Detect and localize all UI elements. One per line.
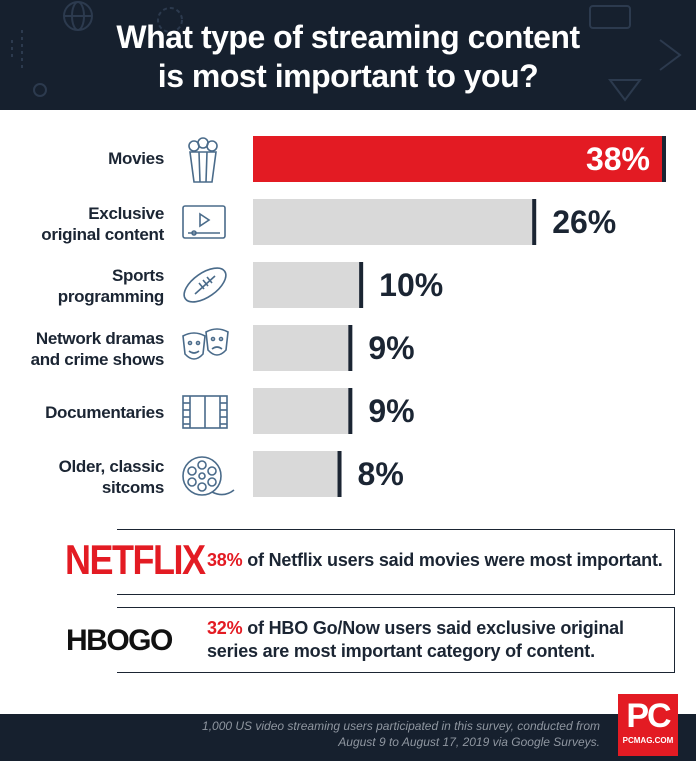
header-decoration: [11, 1, 682, 102]
footer-note: 1,000 US video streaming users participa…: [200, 718, 600, 750]
pcmag-logo-domain: PCMAG.COM: [622, 736, 674, 745]
football-icon: [183, 267, 227, 303]
bar-end-marker-sitcoms: [337, 451, 342, 497]
popcorn-icon: [188, 137, 218, 183]
pcmag-logo-mark: PC: [626, 697, 671, 735]
bar-documentaries: [253, 388, 351, 434]
category-label-exclusive: Exclusive original content: [18, 203, 164, 245]
video-player-icon: [182, 205, 226, 239]
title-line-1: What type of streaming content: [116, 19, 580, 55]
category-label-sitcoms: Older, classic sitcoms: [18, 456, 165, 498]
category-label-sports: Sports programming: [18, 265, 165, 307]
theater-masks-icon: [182, 328, 229, 360]
film-strip-icon: [182, 395, 228, 429]
hbo-callout-line-1: of HBO Go/Now users said exclusive origi…: [242, 618, 624, 638]
label-line: Network dramas: [35, 329, 164, 348]
category-label-dramas: Network dramas and crime shows: [18, 328, 165, 370]
label-line: Sports: [111, 266, 164, 285]
value-label-dramas: 9%: [368, 330, 414, 366]
bar-movies: [253, 136, 664, 182]
label-line: original content: [41, 225, 164, 244]
bar-end-marker-sports: [359, 262, 364, 308]
footer-line-2: August 9 to August 17, 2019 via Google S…: [338, 735, 600, 749]
hbo-callout-percent: 32%: [207, 618, 243, 638]
value-label-exclusive: 26%: [552, 204, 616, 240]
footer-line-1: 1,000 US video streaming users participa…: [202, 719, 600, 733]
label-line: Older, classic: [58, 457, 165, 476]
bar-exclusive: [253, 199, 535, 245]
netflix-callout: 38% of Netflix users said movies were mo…: [117, 529, 675, 595]
title-line-2: is most important to you?: [157, 58, 539, 94]
category-label-documentaries: Documentaries: [18, 402, 164, 423]
category-label-movies: Movies: [18, 148, 164, 169]
netflix-callout-text: 38% of Netflix users said movies were mo…: [207, 549, 663, 572]
hbo-callout-line-2: series are most important category of co…: [207, 641, 595, 661]
bar-dramas: [253, 325, 351, 371]
bar-end-marker-documentaries: [348, 388, 353, 434]
bar-end-marker-exclusive: [532, 199, 537, 245]
label-line: Movies: [108, 149, 164, 168]
header-band: What type of streaming content is most i…: [0, 0, 696, 110]
hbo-callout: 32% of HBO Go/Now users said exclusive o…: [117, 607, 675, 673]
hbo-callout-text: 32% of HBO Go/Now users said exclusive o…: [207, 617, 624, 663]
hbo-go-logo: HBOGO: [66, 624, 173, 657]
value-label-movies: 38%: [586, 141, 650, 177]
netflix-callout-percent: 38%: [207, 550, 243, 570]
value-label-sitcoms: 8%: [358, 456, 404, 492]
label-line: sitcoms: [101, 478, 164, 497]
label-line: Documentaries: [45, 403, 164, 422]
bar-sports: [253, 262, 362, 308]
netflix-logo: NETFLIX: [65, 536, 206, 584]
label-line: programming: [57, 287, 165, 306]
pcmag-logo: PC PCMAG.COM: [618, 694, 678, 756]
label-line: Exclusive: [88, 204, 164, 223]
label-line: and crime shows: [30, 350, 165, 369]
bar-sitcoms: [253, 451, 340, 497]
bar-end-marker-movies: [662, 136, 666, 182]
chart-title: What type of streaming content is most i…: [0, 18, 696, 96]
value-label-documentaries: 9%: [368, 393, 414, 429]
film-reel-icon: [182, 456, 235, 496]
bar-end-marker-dramas: [348, 325, 353, 371]
value-label-sports: 10%: [379, 267, 443, 303]
netflix-callout-line-1: of Netflix users said movies were most i…: [242, 550, 663, 570]
